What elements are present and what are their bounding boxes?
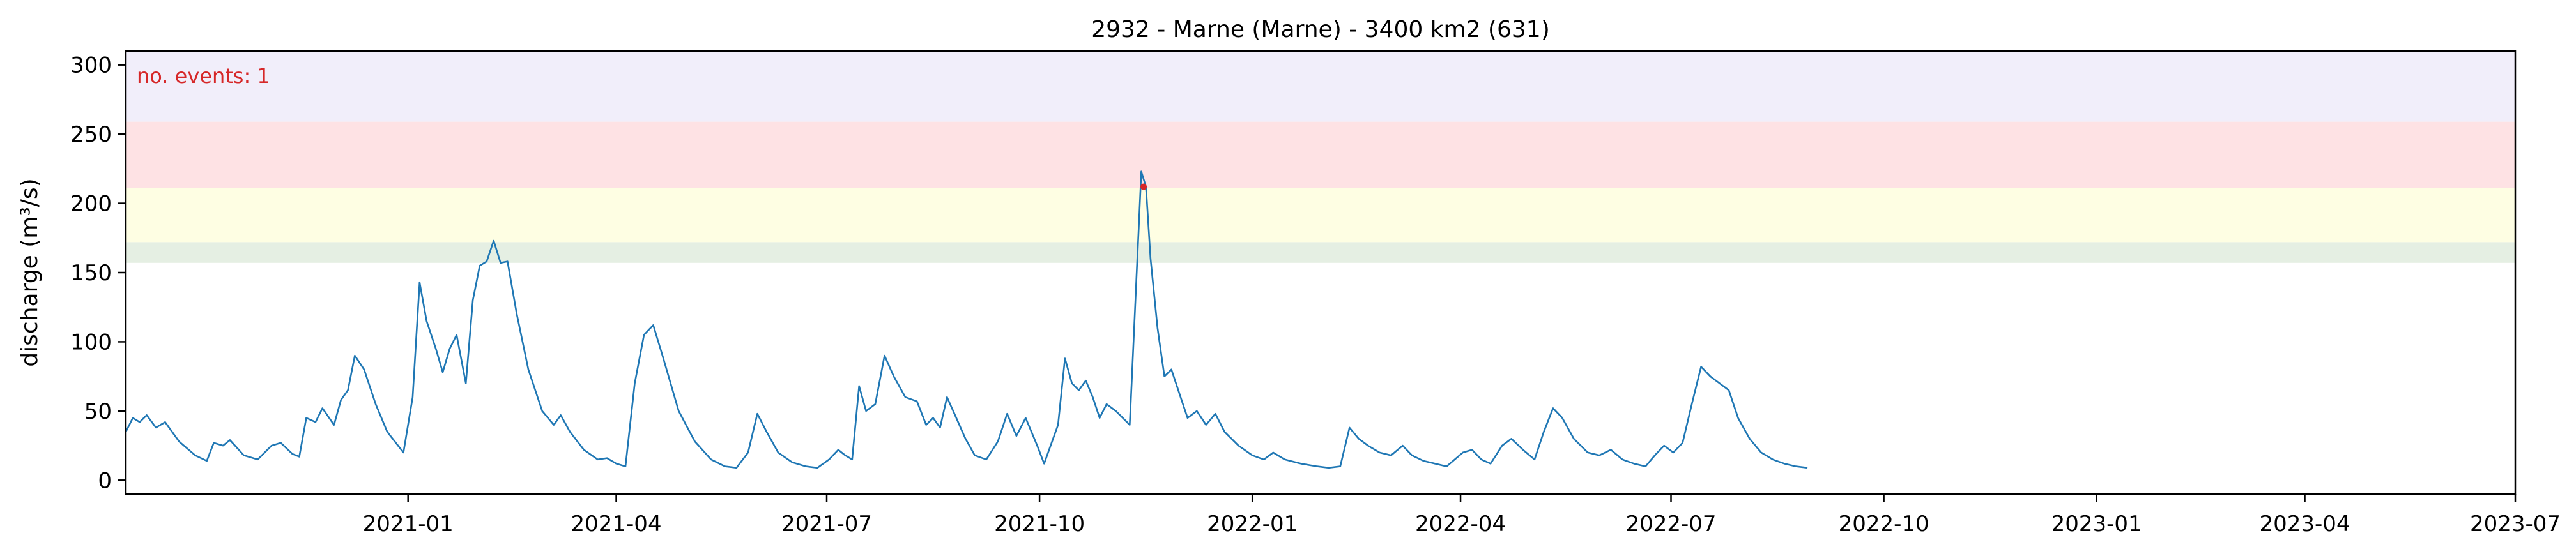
x-tick-label: 2022-04 (1415, 511, 1506, 537)
x-tick-label: 2021-07 (781, 511, 872, 537)
y-axis: 0 50 100 150 200 250 300 (70, 53, 126, 493)
y-tick-label: 200 (70, 192, 112, 217)
threshold-band-1 (126, 242, 2515, 263)
x-tick-label: 2022-01 (1207, 511, 1298, 537)
threshold-band-3 (126, 121, 2515, 188)
event-markers (1140, 183, 1147, 190)
y-tick-label: 0 (98, 468, 112, 493)
discharge-line (125, 170, 1808, 469)
y-tick-label: 50 (84, 399, 112, 425)
y-tick-label: 300 (70, 53, 112, 79)
series-layer (125, 170, 1808, 469)
x-tick-label: 2021-01 (363, 511, 454, 537)
events-annotation: no. events: 1 (137, 64, 270, 88)
x-tick-label: 2022-07 (1625, 511, 1716, 537)
y-tick-label: 250 (70, 122, 112, 147)
event-marker (1140, 183, 1147, 190)
x-tick-label: 2023-01 (2051, 511, 2142, 537)
y-tick-label: 150 (70, 260, 112, 286)
threshold-bands (126, 51, 2515, 263)
y-axis-label: discharge (m³/s) (17, 178, 43, 366)
threshold-band-2 (126, 188, 2515, 243)
x-tick-label: 2022-10 (1839, 511, 1929, 537)
x-tick-label: 2021-04 (571, 511, 662, 537)
y-tick-label: 100 (70, 329, 112, 355)
x-tick-label: 2023-04 (2260, 511, 2350, 537)
x-tick-label: 2023-07 (2470, 511, 2561, 537)
chart-title: 2932 - Marne (Marne) - 3400 km2 (631) (1091, 17, 1550, 43)
threshold-band-4 (126, 51, 2515, 122)
x-tick-label: 2021-10 (994, 511, 1085, 537)
x-axis: 2021-01 2021-04 2021-07 2021-10 2022-01 2022-… (363, 494, 2561, 537)
